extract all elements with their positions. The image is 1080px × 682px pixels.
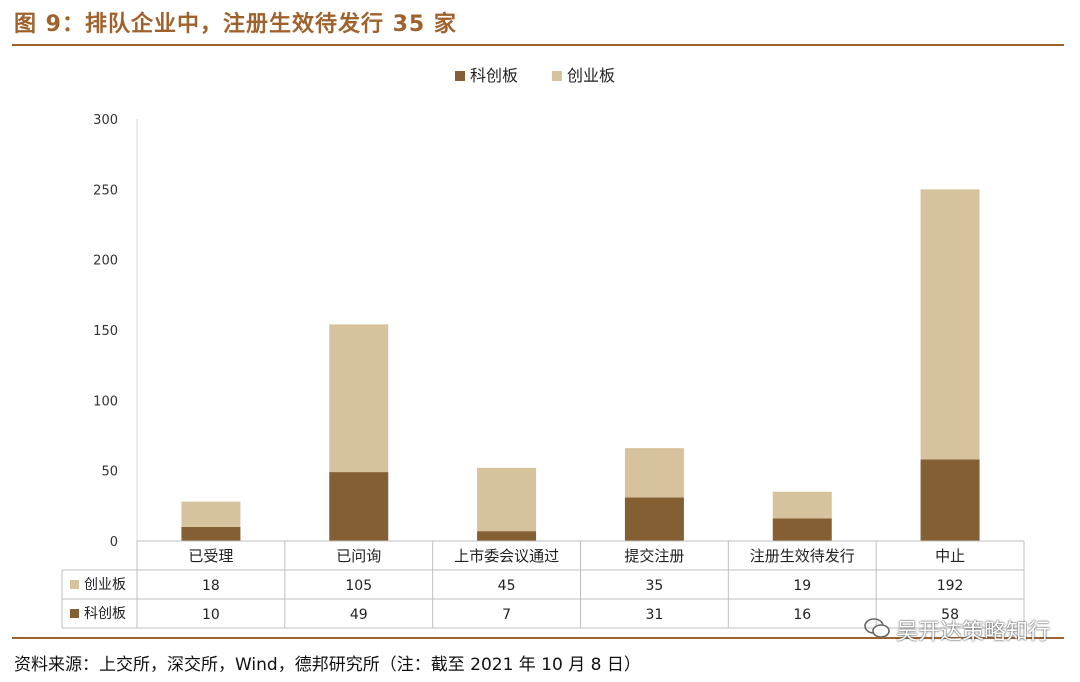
bar-chuangye xyxy=(624,448,684,498)
category-label: 注册生效待发行 xyxy=(750,547,855,565)
legend-label: 科创板 xyxy=(470,66,518,85)
table-cell-value: 35 xyxy=(646,578,664,594)
source-note: 资料来源：上交所，深交所，Wind，德邦研究所（注：截至 2021 年 10 月… xyxy=(14,655,641,675)
bar-kechuang xyxy=(920,459,980,541)
bar-kechuang xyxy=(477,531,537,541)
table-cell-value: 19 xyxy=(793,578,811,594)
legend-swatch xyxy=(455,71,465,81)
y-tick-label: 50 xyxy=(101,465,118,480)
bar-kechuang xyxy=(329,472,389,541)
y-tick-label: 250 xyxy=(93,183,118,198)
legend-swatch xyxy=(552,71,562,81)
bar-chuangye xyxy=(329,324,389,473)
table-cell-value: 105 xyxy=(345,578,372,594)
table-row-label: 科创板 xyxy=(84,606,126,622)
watermark-text: 吴开达策略知行 xyxy=(895,620,1050,645)
source-divider xyxy=(12,637,1064,639)
watermark: 吴开达策略知行 xyxy=(864,614,1050,646)
category-label: 中止 xyxy=(935,547,965,565)
y-tick-label: 0 xyxy=(110,535,118,550)
title-divider xyxy=(12,44,1064,46)
bar-chuangye xyxy=(920,189,980,460)
table-row-swatch xyxy=(70,580,79,589)
figure-title: 图 9：排队企业中，注册生效待发行 35 家 xyxy=(14,12,457,37)
table-cell-value: 31 xyxy=(646,607,664,623)
table-row-swatch xyxy=(70,609,79,618)
table-cell-value: 10 xyxy=(202,607,220,623)
bar-kechuang xyxy=(181,526,241,541)
table-cell-value: 18 xyxy=(202,578,220,594)
wechat-icon xyxy=(864,617,890,645)
category-label: 提交注册 xyxy=(624,547,684,565)
table-cell-value: 192 xyxy=(937,578,964,594)
bar-kechuang xyxy=(772,518,832,541)
y-tick-label: 150 xyxy=(93,324,118,339)
bar-chuangye xyxy=(181,501,241,527)
table-cell-value: 58 xyxy=(941,607,959,623)
bar-chuangye xyxy=(772,491,832,519)
legend-label: 创业板 xyxy=(567,66,615,85)
bar-kechuang xyxy=(624,497,684,541)
stacked-bar-chart: 0 50 100 150 200 250 300 已受理 已问询 上市委会议通过 提交注册 注册生效待… xyxy=(61,66,1025,629)
y-tick-label: 100 xyxy=(93,394,118,409)
y-tick-label: 300 xyxy=(93,113,118,128)
category-label: 已受理 xyxy=(188,547,233,565)
category-label: 已问询 xyxy=(336,547,381,565)
bar-chuangye xyxy=(477,467,537,532)
category-label: 上市委会议通过 xyxy=(454,547,559,565)
table-cell-value: 45 xyxy=(498,578,516,594)
table-cell-value: 7 xyxy=(502,607,511,623)
table-cell-value: 16 xyxy=(793,607,811,623)
table-row-label: 创业板 xyxy=(84,577,126,593)
y-tick-label: 200 xyxy=(93,254,118,269)
table-cell-value: 49 xyxy=(350,607,368,623)
